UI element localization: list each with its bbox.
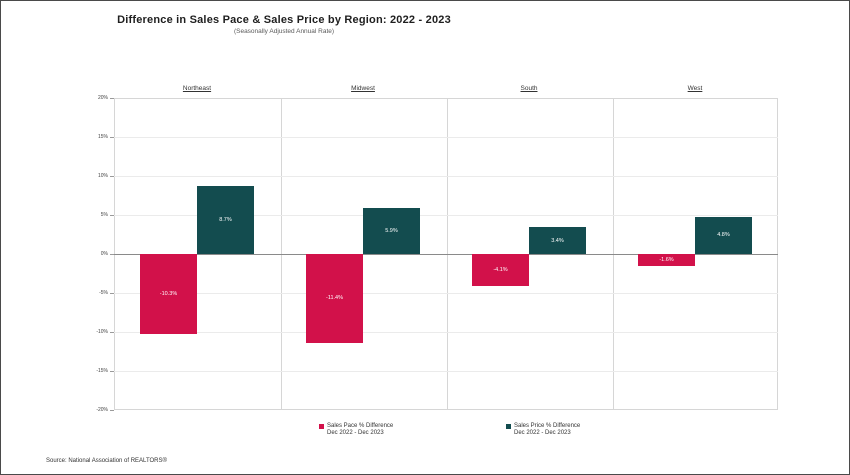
gridline xyxy=(114,215,778,216)
y-axis-tick-label: -15% xyxy=(96,368,108,374)
bar-sales-pace-northeast: -10.3% xyxy=(140,254,197,335)
zero-baseline xyxy=(114,254,778,255)
bar-sales-price-south: 3.4% xyxy=(529,227,586,254)
bar-value-label: 4.8% xyxy=(717,232,730,239)
y-axis-tick-mark xyxy=(110,215,114,216)
legend-sublabel-sales-pace: Dec 2022 - Dec 2023 xyxy=(327,430,384,436)
bar-value-label: -4.1% xyxy=(493,266,508,273)
bar-value-label: -1.6% xyxy=(659,257,674,264)
bar-sales-price-northeast: 8.7% xyxy=(197,186,254,254)
bar-value-label: -10.3% xyxy=(159,291,178,298)
y-axis-tick-mark xyxy=(110,137,114,138)
bar-sales-pace-west: -1.6% xyxy=(638,254,695,267)
y-axis-tick-mark xyxy=(110,98,114,99)
y-axis-tick-mark xyxy=(110,410,114,411)
legend-item-sales-price: Sales Price % Difference Dec 2022 - Dec … xyxy=(506,423,580,437)
y-axis-tick-mark xyxy=(110,293,114,294)
bar-sales-pace-midwest: -11.4% xyxy=(306,254,363,343)
legend: Sales Pace % Difference Dec 2022 - Dec 2… xyxy=(1,423,849,441)
bar-value-label: 8.7% xyxy=(219,217,232,224)
y-axis-tick-label: -5% xyxy=(99,290,108,296)
y-axis-tick-label: 5% xyxy=(100,212,108,218)
gridline xyxy=(114,332,778,333)
legend-label-sales-pace: Sales Pace % Difference xyxy=(327,423,394,429)
gridline xyxy=(114,293,778,294)
y-axis-tick-label: 10% xyxy=(97,173,108,179)
panel-header-northeast: Northeast xyxy=(182,85,212,92)
y-axis-tick-mark xyxy=(110,254,114,255)
legend-item-sales-pace: Sales Pace % Difference Dec 2022 - Dec 2… xyxy=(319,423,393,437)
page-title: Difference in Sales Pace & Sales Price b… xyxy=(117,14,451,26)
y-axis-tick-label: 20% xyxy=(97,95,108,101)
y-axis-tick-mark xyxy=(110,371,114,372)
y-axis-tick-label: 15% xyxy=(97,134,108,140)
gridline xyxy=(114,176,778,177)
y-axis-tick-label: -20% xyxy=(96,407,108,413)
gridline xyxy=(114,371,778,372)
y-axis-tick-label: 0% xyxy=(100,251,108,257)
bar-sales-price-midwest: 5.9% xyxy=(363,207,420,254)
gridline xyxy=(114,137,778,138)
legend-sublabel-sales-price: Dec 2022 - Dec 2023 xyxy=(514,430,571,436)
y-axis-tick-mark xyxy=(110,332,114,333)
bar-value-label: 3.4% xyxy=(551,237,564,244)
panel-header-west: West xyxy=(687,85,703,92)
y-axis-tick-mark xyxy=(110,176,114,177)
sales-price-swatch-icon xyxy=(506,424,511,429)
y-axis-tick-label: -10% xyxy=(96,329,108,335)
panel-header-midwest: Midwest xyxy=(351,85,375,92)
bar-value-label: -11.4% xyxy=(325,295,344,302)
panel-header-south: South xyxy=(520,85,538,92)
page-subtitle: (Seasonally Adjusted Annual Rate) xyxy=(233,28,335,35)
bar-value-label: 5.9% xyxy=(385,227,398,234)
source-note: Source: National Association of REALTORS… xyxy=(46,458,167,464)
bar-sales-pace-south: -4.1% xyxy=(472,254,529,286)
legend-label-sales-price: Sales Price % Difference xyxy=(514,423,581,429)
bar-sales-price-west: 4.8% xyxy=(695,216,752,254)
sales-pace-swatch-icon xyxy=(319,424,324,429)
